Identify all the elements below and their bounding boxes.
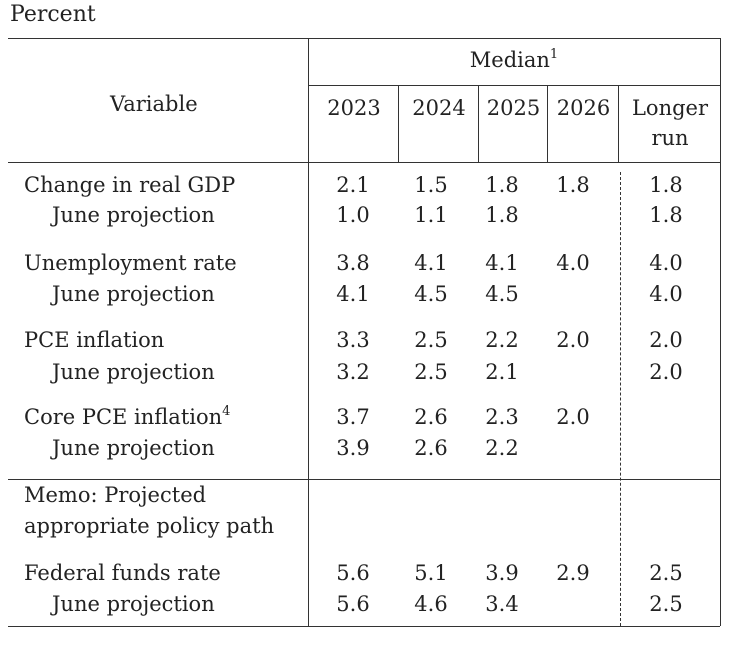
row-value-2-1: 4.1 [414, 251, 448, 275]
col-2026-rule [618, 85, 619, 162]
row-longer-run-3: 4.0 [649, 282, 683, 306]
median-underline [308, 85, 720, 86]
row-longer-run-0: 1.8 [649, 173, 683, 197]
row-value-0-3: 1.8 [556, 173, 590, 197]
row-value-3-2: 4.5 [485, 282, 519, 306]
row-value-5-1: 2.5 [414, 360, 448, 384]
header-bottom-rule [8, 162, 720, 163]
row-value-1-0: 1.0 [336, 203, 370, 227]
row-value-3-1: 4.5 [414, 282, 448, 306]
row-value-4-2: 2.2 [485, 328, 519, 352]
col-2023-rule [398, 85, 399, 162]
table-bottom-rule [8, 626, 720, 627]
row-label-3: June projection [52, 282, 215, 306]
median-footnote-marker: 1 [549, 47, 559, 62]
row-label-2: Unemployment rate [24, 251, 237, 275]
variable-header: Variable [110, 92, 198, 116]
row-value-6-1: 2.6 [414, 405, 448, 429]
memo-top-rule [8, 479, 720, 480]
median-header: Median1 [308, 47, 720, 72]
row-value-0-2: 1.8 [485, 173, 519, 197]
memo-row-value-0-1: 5.1 [414, 561, 448, 585]
longer-run-header-line2: run [651, 126, 689, 150]
row-label-1: June projection [52, 203, 215, 227]
row-value-2-2: 4.1 [485, 251, 519, 275]
row-label-0: Change in real GDP [24, 173, 236, 197]
memo-row-value-1-2: 3.4 [485, 592, 519, 616]
row-value-4-1: 2.5 [414, 328, 448, 352]
row-value-7-0: 3.9 [336, 436, 370, 460]
variable-column-rule [308, 38, 309, 626]
memo-row-longer-run-1: 2.5 [649, 592, 683, 616]
memo-row-value-0-2: 3.9 [485, 561, 519, 585]
row-value-6-0: 3.7 [336, 405, 370, 429]
median-header-label: Median [469, 48, 550, 72]
row-longer-run-1: 1.8 [649, 203, 683, 227]
year-header-2026: 2026 [556, 96, 611, 120]
longer-run-dashed-rule [620, 172, 621, 626]
row-longer-run-5: 2.0 [649, 360, 683, 384]
col-2024-rule [478, 85, 479, 162]
row-label-5: June projection [52, 360, 215, 384]
unit-label: Percent [10, 2, 96, 27]
row-value-7-2: 2.2 [485, 436, 519, 460]
year-header-2024: 2024 [412, 96, 466, 120]
row-longer-run-2: 4.0 [649, 251, 683, 275]
row-label-7: June projection [52, 436, 215, 460]
memo-label-line2: appropriate policy path [24, 514, 275, 538]
row-label-4: PCE inflation [24, 328, 165, 352]
row-longer-run-4: 2.0 [649, 328, 683, 352]
row-value-4-0: 3.3 [336, 328, 370, 352]
row-value-2-3: 4.0 [556, 251, 590, 275]
year-header-2023: 2023 [327, 96, 381, 120]
row-value-0-1: 1.5 [414, 173, 448, 197]
row-value-3-0: 4.1 [336, 282, 370, 306]
row-value-6-2: 2.3 [485, 405, 519, 429]
memo-row-value-0-3: 2.9 [556, 561, 590, 585]
row-value-0-0: 2.1 [336, 173, 370, 197]
memo-label-line1: Memo: Projected [24, 483, 207, 507]
row-footnote-marker: 4 [222, 404, 231, 419]
row-value-2-0: 3.8 [336, 251, 370, 275]
longer-run-header-line1: Longer [631, 96, 709, 120]
row-label-6: Core PCE inflation4 [24, 404, 231, 429]
memo-row-value-1-1: 4.6 [414, 592, 448, 616]
row-value-7-1: 2.6 [414, 436, 448, 460]
row-value-4-3: 2.0 [556, 328, 590, 352]
year-header-2025: 2025 [486, 96, 541, 120]
table-top-rule [8, 38, 720, 39]
memo-row-label-1: June projection [52, 592, 215, 616]
memo-row-label-0: Federal funds rate [24, 561, 221, 585]
memo-row-value-1-0: 5.6 [336, 592, 370, 616]
row-value-1-1: 1.1 [414, 203, 448, 227]
table-right-rule [720, 38, 721, 626]
memo-row-value-0-0: 5.6 [336, 561, 370, 585]
row-value-6-3: 2.0 [556, 405, 590, 429]
row-value-1-2: 1.8 [485, 203, 519, 227]
row-value-5-0: 3.2 [336, 360, 370, 384]
memo-row-longer-run-0: 2.5 [649, 561, 683, 585]
row-value-5-2: 2.1 [485, 360, 519, 384]
col-2025-rule [547, 85, 548, 162]
